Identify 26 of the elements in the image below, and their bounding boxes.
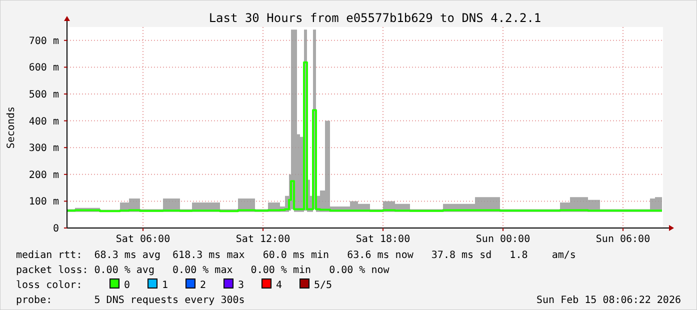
y-tick-label: 100 m bbox=[28, 196, 59, 208]
x-tick-label: Sat 12:00 bbox=[236, 234, 290, 245]
legend-label: 2 bbox=[200, 280, 206, 291]
legend-label: 1 bbox=[162, 280, 168, 291]
y-tick-label: 600 m bbox=[28, 62, 59, 74]
text: median rtt: 68.3 ms avg 618.3 ms max 60.0 ms min 63.6 ms now 37.8 ms sd 1.8 am/s bbox=[16, 250, 576, 261]
x-tick-label: Sun 06:00 bbox=[596, 234, 650, 245]
legend-title: loss color: bbox=[16, 280, 82, 291]
y-tick-label: 700 m bbox=[28, 36, 59, 47]
legend-label: 5/5 bbox=[314, 280, 332, 291]
y-axis-title: Seconds bbox=[6, 106, 17, 149]
legend-label: 4 bbox=[276, 280, 282, 291]
text: Sun Feb 15 08:06:22 2026 bbox=[536, 295, 681, 306]
legend-label: 3 bbox=[238, 280, 244, 291]
y-tick-label: 200 m bbox=[28, 170, 59, 181]
x-tick-label: Sat 06:00 bbox=[116, 234, 170, 245]
text: probe: 5 DNS requests every 300s bbox=[16, 295, 245, 306]
x-tick-label: Sat 18:00 bbox=[356, 234, 410, 245]
legend-label: 0 bbox=[124, 280, 130, 291]
chart-title: Last 30 Hours from e05577b1b629 to DNS 4.2.2.1 bbox=[208, 11, 542, 25]
y-tick-label: 400 m bbox=[28, 116, 59, 128]
y-tick-label: 500 m bbox=[28, 90, 59, 100]
y-tick-label: 300 m bbox=[28, 143, 59, 154]
x-tick-label: Sun 00:00 bbox=[476, 234, 530, 245]
y-tick-label: 0 bbox=[52, 224, 59, 234]
text: packet loss: 0.00 % avg 0.00 % max 0.00 % min 0.00 % now bbox=[16, 265, 390, 276]
